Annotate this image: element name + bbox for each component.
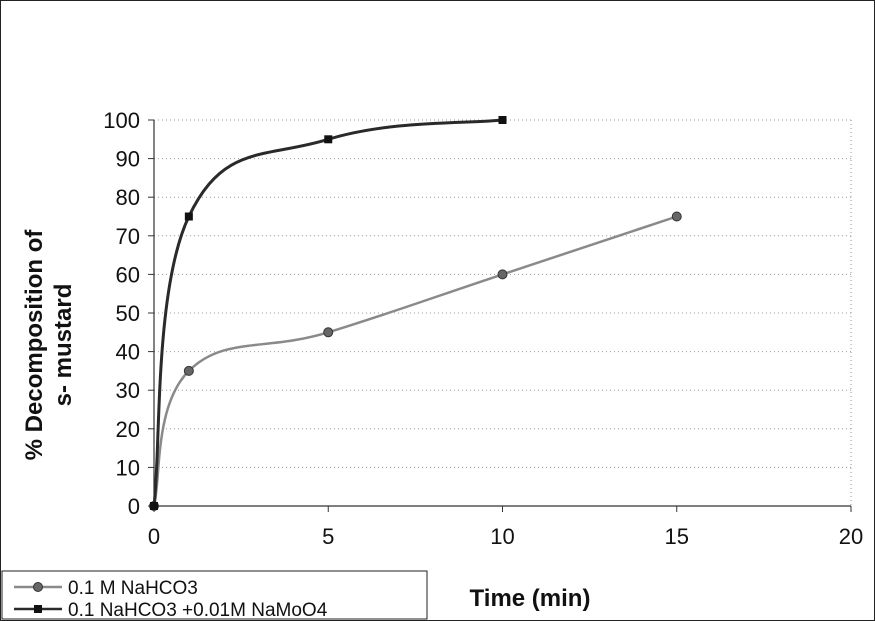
y-axis-title-line-1: % Decomposition of: [21, 229, 48, 461]
series-group: [149, 116, 682, 511]
x-tick-label-5: 5: [322, 524, 334, 549]
y-tick-label-10: 10: [116, 455, 140, 480]
x-axis-title: Time (min): [470, 585, 591, 612]
series-2-point-2: [324, 135, 333, 144]
y-tick-label-30: 30: [116, 378, 140, 403]
series-1-point-2: [323, 327, 334, 338]
gridlines: [154, 119, 852, 506]
series-line-2: [152, 118, 503, 507]
x-tick-label-0: 0: [148, 524, 160, 549]
y-tick-label-0: 0: [128, 494, 140, 519]
y-tick-label-90: 90: [116, 147, 140, 172]
legend-label-1: 0.1 M NaHCO3: [68, 578, 198, 599]
series-2-point-0: [150, 502, 158, 510]
series-1-point-3: [497, 269, 508, 280]
series-line-1: [152, 215, 678, 507]
x-axis-ticks: 0 5 10 15 20: [148, 506, 863, 549]
y-tick-label-80: 80: [116, 185, 140, 210]
y-tick-label-100: 100: [103, 108, 140, 133]
y-tick-label-50: 50: [116, 301, 140, 326]
y-axis-ticks: 0 10 20 30 40 50 60 70 80 90 100: [103, 108, 154, 519]
series-1-point-4: [671, 211, 682, 222]
legend-marker-2: [34, 605, 42, 613]
series-2-point-1: [184, 212, 193, 221]
x-tick-label-20: 20: [839, 524, 863, 549]
x-tick-label-15: 15: [665, 524, 689, 549]
series-1-point-1: [183, 365, 194, 376]
y-tick-label-60: 60: [116, 262, 140, 287]
series-2-point-3: [498, 116, 507, 124]
x-tick-label-10: 10: [490, 524, 514, 549]
y-axis-title-line-2: s- mustard: [50, 284, 77, 407]
y-tick-label-20: 20: [116, 417, 140, 442]
legend-box: [1, 570, 428, 620]
y-tick-label-40: 40: [116, 340, 140, 365]
y-tick-label-70: 70: [116, 224, 140, 249]
legend-label-2: 0.1 NaHCO3 +0.01M NaMoO4: [68, 600, 328, 621]
legend-marker-1: [33, 582, 43, 592]
